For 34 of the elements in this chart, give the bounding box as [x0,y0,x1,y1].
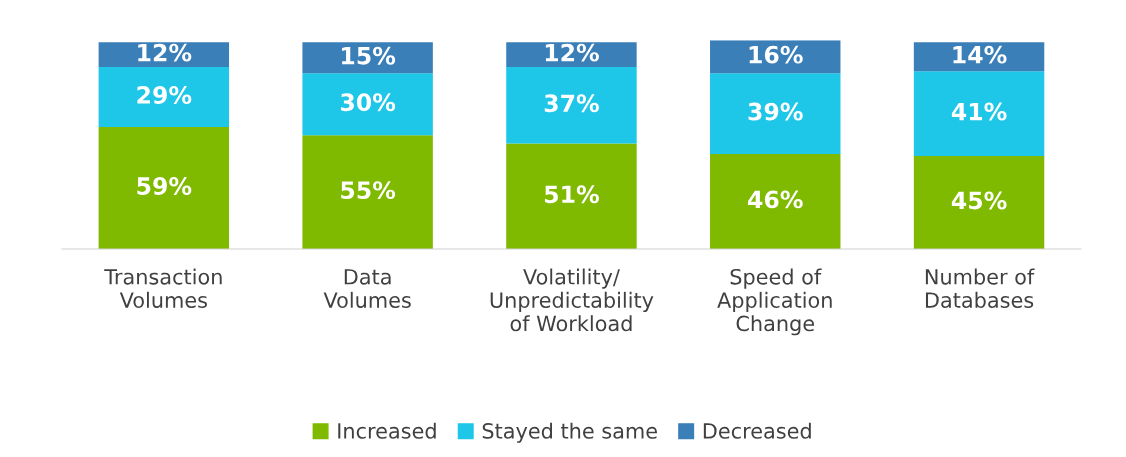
data-label: 16% [749,45,803,64]
bar [913,71,1045,157]
bar [302,42,433,74]
x-tick-label: Transaction Volumes [104,268,222,308]
bar [506,67,637,144]
data-label: 51% [545,185,599,204]
data-label: 46% [748,190,803,209]
data-label: 14% [953,45,1007,64]
data-label: 12% [545,43,599,62]
data-label: 39% [748,102,803,121]
data-label: 41% [951,102,1007,121]
data-label: 45% [951,191,1007,210]
bar [302,73,433,136]
data-label: 12% [138,43,192,62]
bar [98,67,230,128]
data-label: 29% [137,86,192,104]
data-label: 15% [342,46,396,65]
x-tick-label: Volatility/ Unpredictability of Workload [490,268,654,332]
legend-label: Increased [338,422,436,439]
legend-label: Decreased [703,422,811,439]
data-label: 55% [341,181,396,200]
bar [98,127,230,250]
bar [302,135,433,250]
bar [913,156,1045,250]
data-label: 30% [340,93,396,112]
data-label: 59% [137,177,192,195]
data-label: 37% [544,94,599,113]
bar [506,143,637,250]
x-tick-label: Speed of Application Change [717,268,832,336]
bar [710,153,841,250]
bar [710,73,841,154]
x-tick-label: Data Volumes [323,269,411,308]
legend-label: Stayed the same [482,422,657,443]
x-tick-label: Number of Databases [925,268,1035,308]
